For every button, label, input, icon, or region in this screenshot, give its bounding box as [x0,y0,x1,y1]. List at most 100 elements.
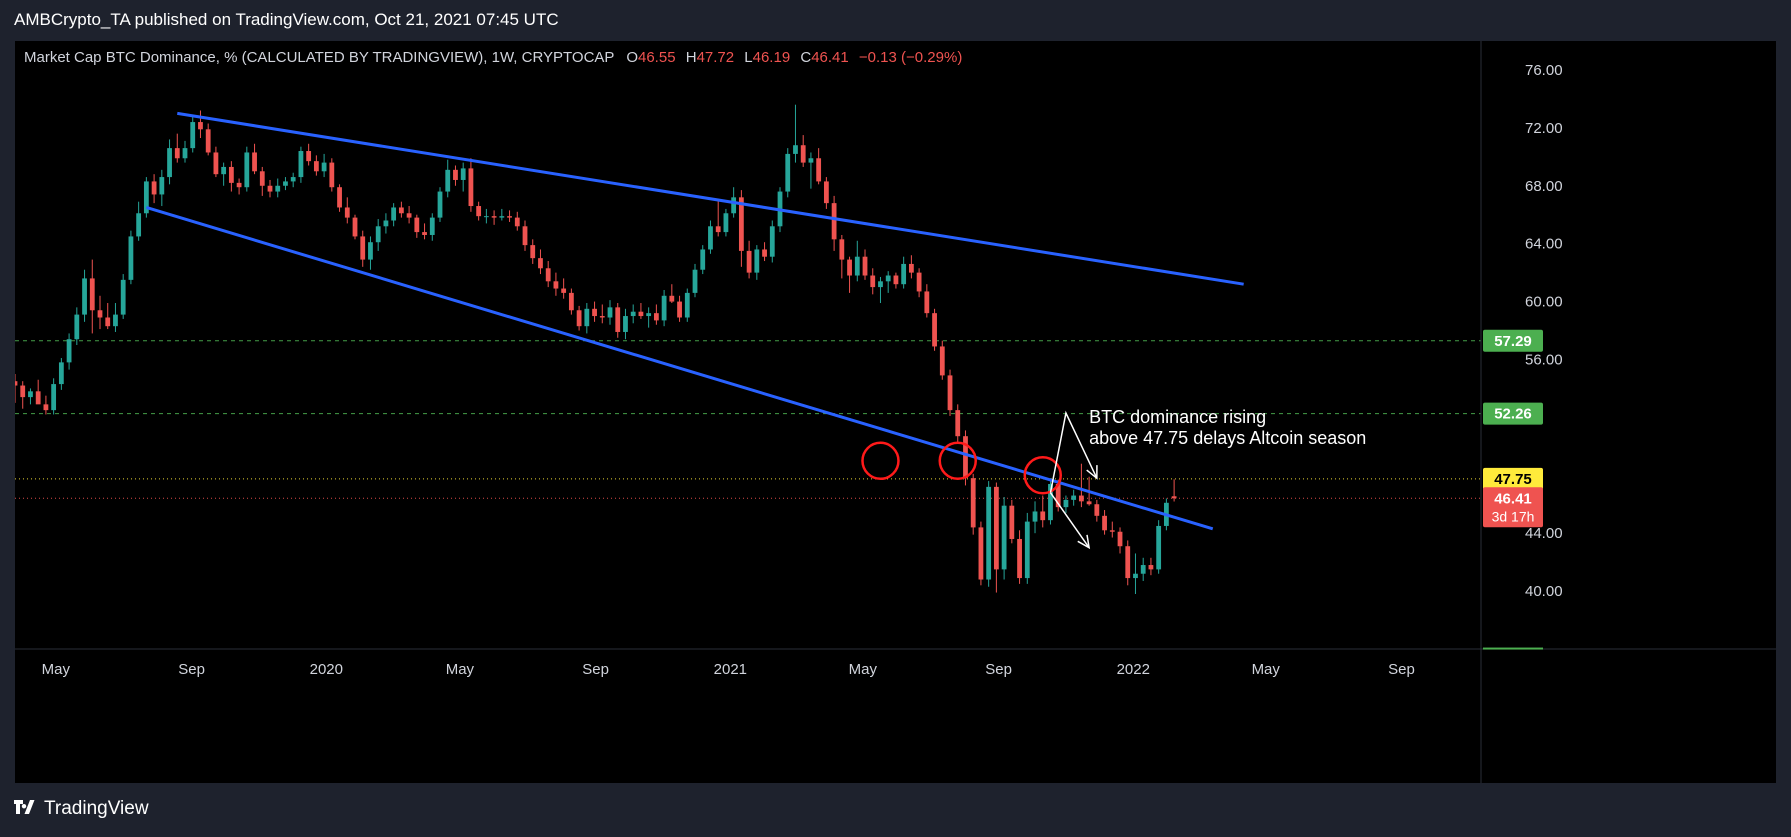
candle-body [677,301,682,318]
time-tick-label: 2020 [310,661,343,678]
candle-body [468,168,474,207]
candle-body [1017,538,1022,579]
candle-body [15,381,18,386]
candle-body [398,207,404,214]
candle-body [360,236,366,260]
time-tick-label: May [1252,661,1281,678]
candle-body [1024,521,1030,579]
candle-body [28,391,33,398]
price-badge-label: 46.41 [1494,490,1532,507]
candle-body [1094,504,1100,516]
open-value: 46.55 [638,49,676,66]
candle-body [986,486,992,580]
price-badge-label: 57.29 [1494,333,1532,350]
candle-body [120,279,126,315]
candle-body [151,181,157,195]
candle-body [561,288,567,293]
price-badge [1483,487,1543,528]
candle-body [538,258,543,269]
price-tick-label: 76.00 [1525,62,1563,79]
candle-body [862,256,868,276]
candle-body [174,148,180,159]
candle-body [514,217,520,227]
trendlines [145,111,1244,531]
candle-body [453,169,458,180]
candle-body [970,478,976,528]
time-tick-label: Sep [178,661,205,678]
candle-body [816,158,822,182]
price-axis: 76.00 72.00 68.00 64.00 60.00 56.00 44.00 40.00 [1525,62,1563,600]
price-badge [1483,402,1543,425]
trendline [145,206,1214,531]
candle-body [630,311,636,317]
candle-body [128,236,134,280]
candle-body [236,182,242,188]
candle-body [854,256,860,276]
candle-body [607,307,613,318]
candle-body [429,217,435,235]
candle-body [916,272,922,292]
candle-body [823,181,829,204]
tradingview-branding[interactable]: TradingView [14,798,149,820]
candle-body [313,161,319,172]
candle-body [1156,525,1162,570]
candle-body [344,207,350,218]
candle-body [58,362,64,385]
projection-arrow [1049,410,1098,493]
candle-body [653,313,659,321]
candle-body [615,307,621,332]
chart-legend: Market Cap BTC Dominance, % (CALCULATED … [24,49,962,66]
price-tick-label: 44.00 [1525,525,1563,542]
annotation-line: above 47.75 delays Altcoin season [1089,428,1366,448]
horizontal-levels [15,340,1481,499]
candle-body [113,314,118,327]
candle-body [1117,531,1123,547]
candle-body [1048,483,1053,521]
candle-body [793,145,798,154]
candle-body [267,185,273,192]
candle-body [275,185,281,192]
candle-body [955,410,961,437]
candlestick-chart[interactable]: BTC dominance rising above 47.75 delays A… [15,41,1776,783]
candle-body [646,313,652,317]
candle-body [568,292,574,311]
countdown-label: 3d 17h [1492,508,1535,524]
time-axis: May Sep 2020 May Sep 2021 May Sep 2022 May Sep [42,661,1415,678]
price-tick-label: 64.00 [1525,236,1563,253]
candle-body [1086,501,1092,505]
candle-body [684,292,690,318]
candle-body [522,226,528,246]
candle-body [769,226,775,257]
highlight-circle [861,441,900,481]
candle-body [847,259,852,276]
candle-body [368,242,373,260]
candle-body [715,226,721,233]
price-tick-label: 56.00 [1525,351,1563,368]
candle-body [414,217,420,233]
candle-body [182,148,188,159]
annotation-line: BTC dominance rising [1089,407,1266,427]
candle-body [507,216,512,218]
candle-body [661,295,667,321]
candle-body [978,527,984,580]
time-tick-label: May [849,661,878,678]
candle-body [306,151,312,162]
candle-body [993,486,999,570]
axis-marker [1483,647,1543,650]
time-tick-label: Sep [1388,661,1415,678]
candle-body [878,281,883,288]
candle-body [97,310,103,318]
chart-panel[interactable]: BTC dominance rising above 47.75 delays A… [15,41,1776,783]
candle-body [213,152,219,175]
candle-body [908,263,914,273]
candle-body [947,375,953,411]
candle-body [762,249,767,257]
candle-body [893,275,899,285]
close-value: 46.41 [811,49,849,66]
price-tick-label: 60.00 [1525,294,1563,311]
candle-body [638,311,644,317]
low-label: L [744,49,752,66]
tradingview-logo-icon [14,799,38,819]
candle-body [159,177,165,195]
price-badge [1483,329,1543,352]
